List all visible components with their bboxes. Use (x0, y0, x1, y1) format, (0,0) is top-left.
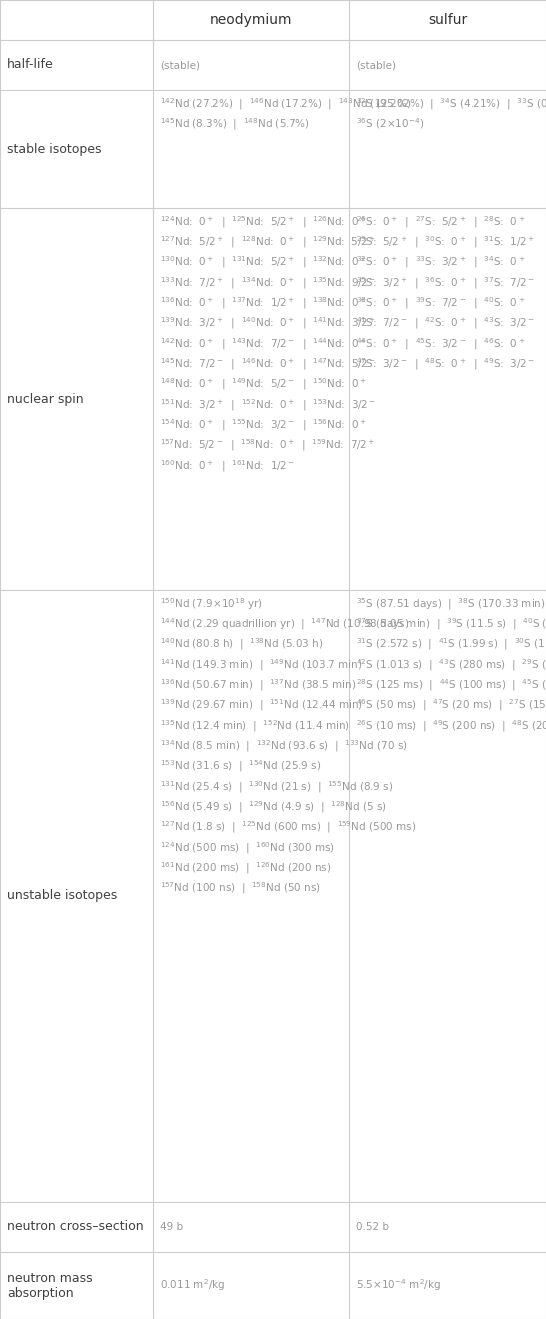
Text: neutron mass
absorption: neutron mass absorption (7, 1272, 93, 1299)
Text: nuclear spin: nuclear spin (7, 393, 84, 405)
Text: $^{142}$Nd (27.2%)  |  $^{146}$Nd (17.2%)  |  $^{143}$Nd (12.2%)
$^{145}$Nd (8.3: $^{142}$Nd (27.2%) | $^{146}$Nd (17.2%) … (160, 96, 412, 132)
Text: unstable isotopes: unstable isotopes (7, 889, 117, 902)
Text: sulfur: sulfur (428, 13, 467, 26)
Text: stable isotopes: stable isotopes (7, 142, 102, 156)
Text: $^{32}$S (95.02%)  |  $^{34}$S (4.21%)  |  $^{33}$S (0.75%)
$^{36}$S (2×10$^{-4}: $^{32}$S (95.02%) | $^{34}$S (4.21%) | $… (356, 96, 546, 131)
Text: 0.52 b: 0.52 b (356, 1221, 389, 1232)
Text: 49 b: 49 b (160, 1221, 183, 1232)
Text: neodymium: neodymium (210, 13, 292, 26)
Text: $^{150}$Nd (7.9×10$^{18}$ yr)
$^{144}$Nd (2.29 quadrillion yr)  |  $^{147}$Nd (1: $^{150}$Nd (7.9×10$^{18}$ yr) $^{144}$Nd… (160, 596, 416, 897)
Text: 5.5×10$^{-4}$ m$^2$/kg: 5.5×10$^{-4}$ m$^2$/kg (356, 1278, 441, 1294)
Text: (stable): (stable) (356, 59, 396, 70)
Text: 0.011 m$^2$/kg: 0.011 m$^2$/kg (160, 1278, 225, 1294)
Text: (stable): (stable) (160, 59, 200, 70)
Text: $^{124}$Nd:  0$^+$  |  $^{125}$Nd:  5/2$^+$  |  $^{126}$Nd:  0$^+$
$^{127}$Nd:  : $^{124}$Nd: 0$^+$ | $^{125}$Nd: 5/2$^+$ … (160, 214, 376, 474)
Text: neutron cross–section: neutron cross–section (7, 1220, 144, 1233)
Text: $^{26}$S:  0$^+$  |  $^{27}$S:  5/2$^+$  |  $^{28}$S:  0$^+$
$^{29}$S:  5/2$^+$ : $^{26}$S: 0$^+$ | $^{27}$S: 5/2$^+$ | $^… (356, 214, 535, 372)
Text: half-life: half-life (7, 58, 54, 71)
Text: $^{35}$S (87.51 days)  |  $^{38}$S (170.33 min)
$^{37}$S (5.05 min)  |  $^{39}$S: $^{35}$S (87.51 days) | $^{38}$S (170.33… (356, 596, 546, 733)
